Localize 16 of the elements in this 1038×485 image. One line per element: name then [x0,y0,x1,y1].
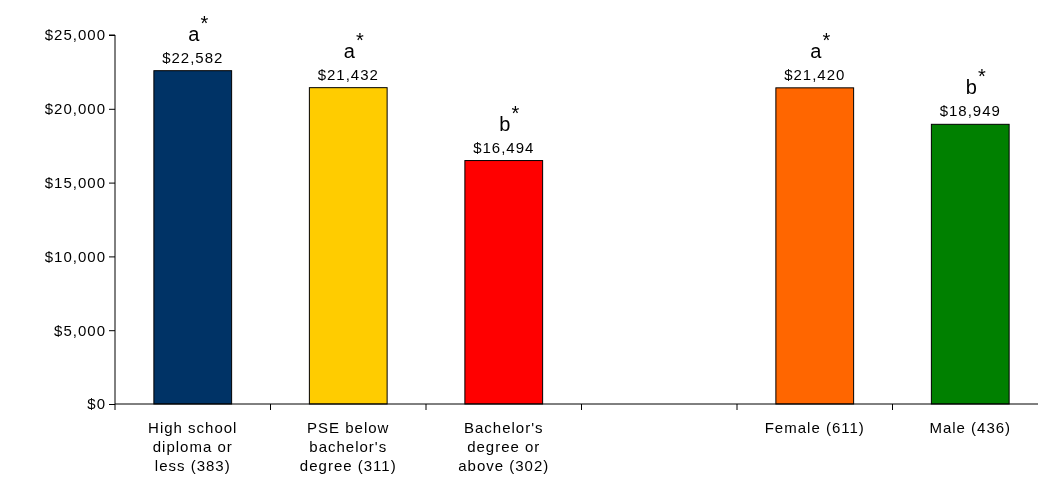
y-tick-label: $15,000 [44,173,106,191]
y-tick-label: $25,000 [44,26,106,44]
x-tick-label: PSE below bachelor's degree (311) [299,419,397,474]
y-tick-label: $10,000 [44,247,106,265]
y-tick-label: $5,000 [54,321,106,339]
data-label: $21,420 [784,65,846,83]
x-tick-label: High school diploma or less (383) [148,419,238,474]
x-tick-label: Female (611) [764,419,865,436]
y-tick-label: $0 [87,395,106,413]
y-tick-label: $20,000 [44,100,106,118]
x-tick-label: Male (436) [929,419,1012,436]
data-label: $18,949 [939,102,1001,120]
data-label: $21,432 [317,65,379,83]
data-label: $22,582 [162,48,224,66]
data-label: $16,494 [473,138,535,156]
x-tick-label: Bachelor's degree or above (302) [458,419,550,474]
